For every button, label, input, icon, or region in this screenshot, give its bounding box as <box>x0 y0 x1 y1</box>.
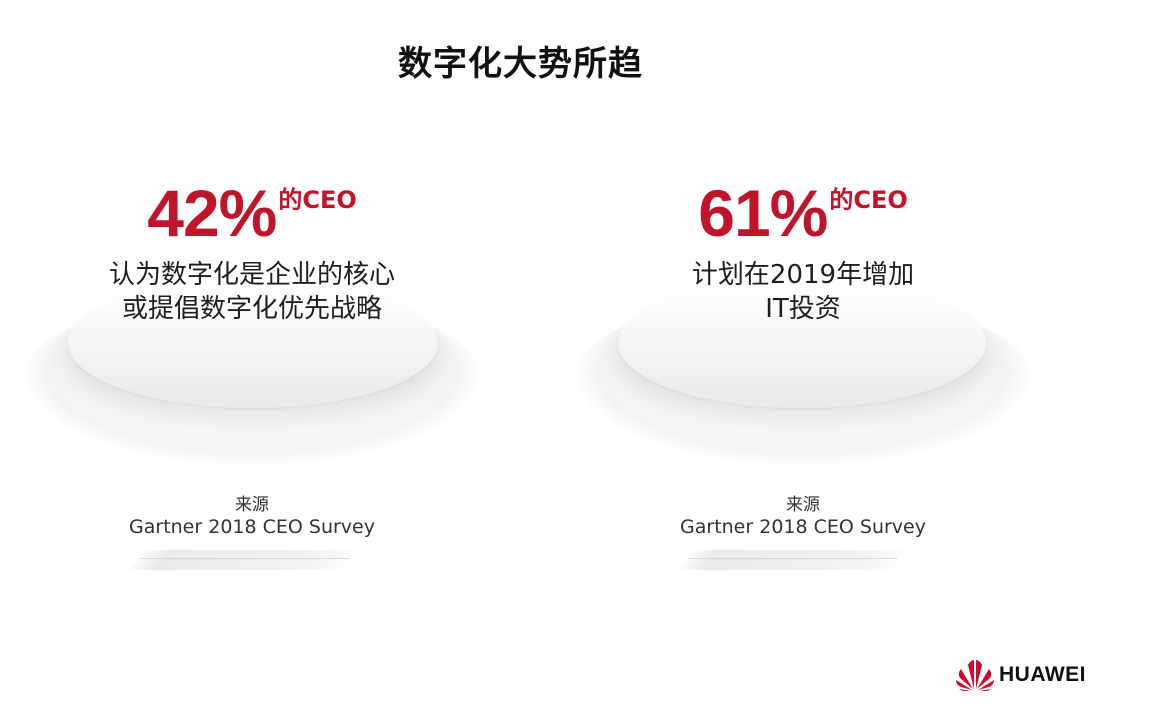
stat-description-line: 计划在2019年增加 <box>691 260 915 290</box>
source-text: Gartner 2018 CEO Survey <box>680 516 926 538</box>
source-label: 来源 <box>786 495 820 515</box>
stat-card-ceo-it-investment: 61%的CEO 计划在2019年增加 IT投资 来源 Gartner 2018 … <box>573 160 1033 580</box>
stat-card-ceo-digital-core: 42%的CEO 认为数字化是企业的核心 或提倡数字化优先战略 来源 Gartne… <box>22 160 482 580</box>
slide-title: 数字化大势所趋 <box>398 44 643 84</box>
stat-suffix: 的CEO <box>278 186 357 214</box>
stat-percent: 61% <box>698 176 828 250</box>
logo-text: HUAWEI <box>999 663 1086 686</box>
source-text: Gartner 2018 CEO Survey <box>129 516 375 538</box>
stat-description: 计划在2019年增加 IT投资 <box>573 258 1033 326</box>
stat-headline: 61%的CEO <box>573 170 1033 256</box>
source-base-plate <box>674 550 916 570</box>
stat-description-line: 认为数字化是企业的核心 <box>108 260 395 290</box>
stat-description: 认为数字化是企业的核心 或提倡数字化优先战略 <box>22 258 482 326</box>
stat-description-line: IT投资 <box>765 294 841 324</box>
huawei-logo: HUAWEI <box>955 658 1086 692</box>
source-label: 来源 <box>235 495 269 515</box>
pedestal-inner-disc <box>68 278 438 408</box>
stat-percent: 42% <box>147 176 277 250</box>
stat-description-line: 或提倡数字化优先战略 <box>121 294 382 324</box>
stat-headline: 42%的CEO <box>22 170 482 256</box>
stat-suffix: 的CEO <box>829 186 908 214</box>
source-base-plate <box>125 550 367 570</box>
huawei-petal-icon <box>956 660 994 691</box>
pedestal-inner-disc <box>618 278 986 408</box>
